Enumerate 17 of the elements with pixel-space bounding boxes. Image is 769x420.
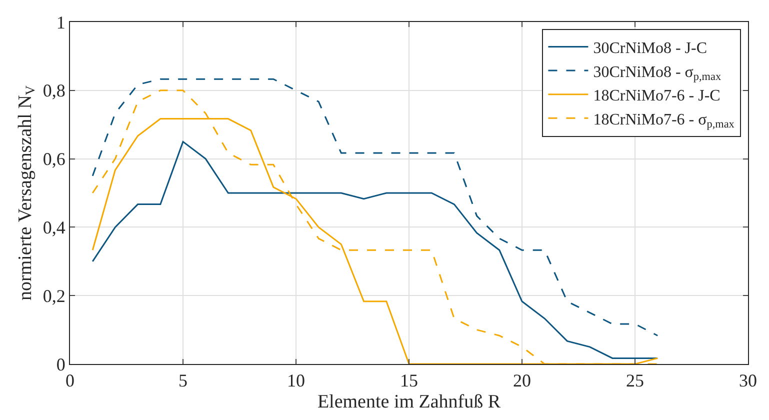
legend-label: 30CrNiMo8 - J-C <box>593 40 707 57</box>
x-axis-title: Elemente im Zahnfuß R <box>317 391 501 412</box>
legend-label: 18CrNiMo7-6 - J-C <box>593 88 720 105</box>
y-tick-label: 0,4 <box>42 218 66 238</box>
legend-label: 30CrNiMo8 - σ$_{p,max}$ <box>593 64 722 84</box>
legend-label: 18CrNiMo7-6 - σ$_{p,max}$ <box>593 111 735 131</box>
x-tick-label: 5 <box>178 370 188 391</box>
x-tick-label: 25 <box>626 370 644 391</box>
y-tick-label: 0,2 <box>42 286 66 306</box>
x-tick-label: 30 <box>739 370 757 391</box>
x-tick-label: 20 <box>513 370 531 391</box>
y-tick-label: 1 <box>56 12 66 32</box>
x-tick-label: 10 <box>287 370 305 391</box>
y-tick-label: 0 <box>56 354 66 374</box>
x-tick-label: 15 <box>400 370 418 391</box>
y-tick-label: 0,8 <box>42 80 66 101</box>
y-tick-label: 0,6 <box>42 149 66 170</box>
